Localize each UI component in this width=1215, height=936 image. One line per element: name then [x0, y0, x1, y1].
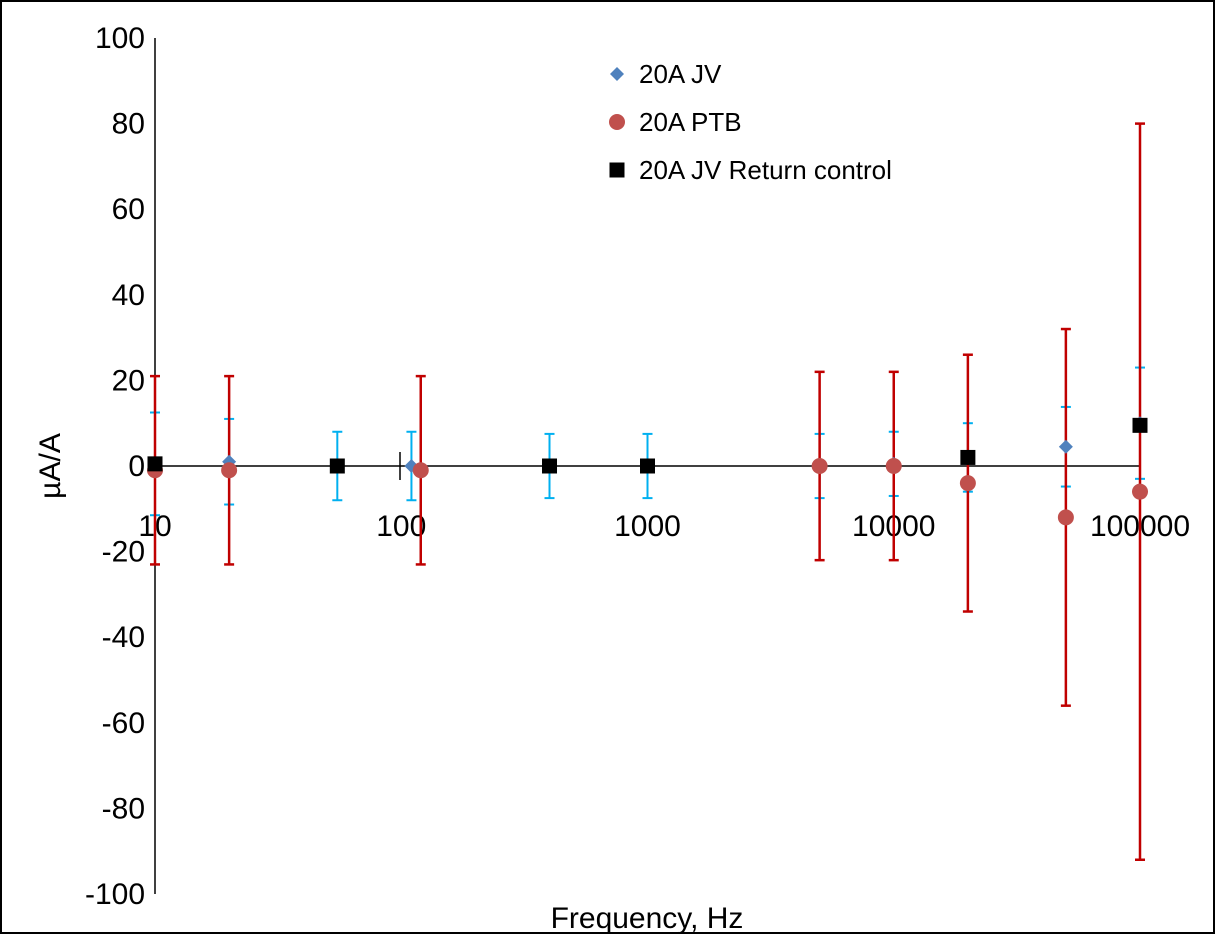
legend-marker-square — [609, 162, 625, 178]
legend-label: 20A JV Return control — [639, 155, 892, 185]
x-tick-label: 1000 — [614, 510, 681, 543]
legend: 20A JV 20A PTB 20A JV Return control — [609, 59, 892, 185]
data-markers — [147, 416, 1148, 526]
x-axis-title: Frequency, Hz — [551, 902, 744, 935]
y-tick-labels: 100 80 60 40 20 0 -20 -40 -60 -80 -100 — [85, 22, 145, 911]
data-point-square — [1132, 417, 1148, 433]
legend-label: 20A JV — [639, 59, 722, 89]
data-point-circle — [221, 462, 238, 479]
y-tick-label: 80 — [112, 108, 145, 141]
error-bars — [150, 122, 1145, 862]
y-tick-label: -20 — [102, 536, 145, 569]
data-point-square — [147, 456, 163, 472]
legend-marker-circle — [609, 114, 625, 130]
legend-marker-diamond — [610, 67, 624, 81]
data-point-circle — [1132, 483, 1148, 500]
data-point-square — [640, 458, 655, 474]
data-point-square — [329, 458, 345, 474]
data-point-circle — [959, 475, 976, 492]
x-tick-labels: 10 100 1000 10000 100000 — [138, 510, 1190, 543]
y-tick-label: 60 — [112, 193, 145, 226]
legend-label: 20A PTB — [639, 107, 742, 137]
data-point-diamond — [1058, 439, 1073, 454]
y-tick-label: 40 — [112, 279, 145, 312]
data-point-circle — [412, 462, 429, 479]
x-tick-label: 100 — [376, 510, 426, 543]
data-point-square — [542, 458, 558, 474]
y-tick-label: 0 — [128, 450, 145, 483]
data-point-circle — [811, 458, 828, 474]
y-tick-label: 100 — [95, 22, 145, 55]
data-point-circle — [1057, 509, 1074, 526]
y-tick-label: 20 — [112, 364, 145, 397]
data-point-square — [960, 449, 976, 465]
y-tick-label: -80 — [102, 792, 145, 825]
y-tick-label: -100 — [85, 878, 145, 911]
y-axis-title: µA/A — [34, 433, 67, 499]
data-point-circle — [885, 458, 902, 474]
y-tick-label: -40 — [102, 621, 145, 654]
y-tick-label: -60 — [102, 707, 145, 740]
